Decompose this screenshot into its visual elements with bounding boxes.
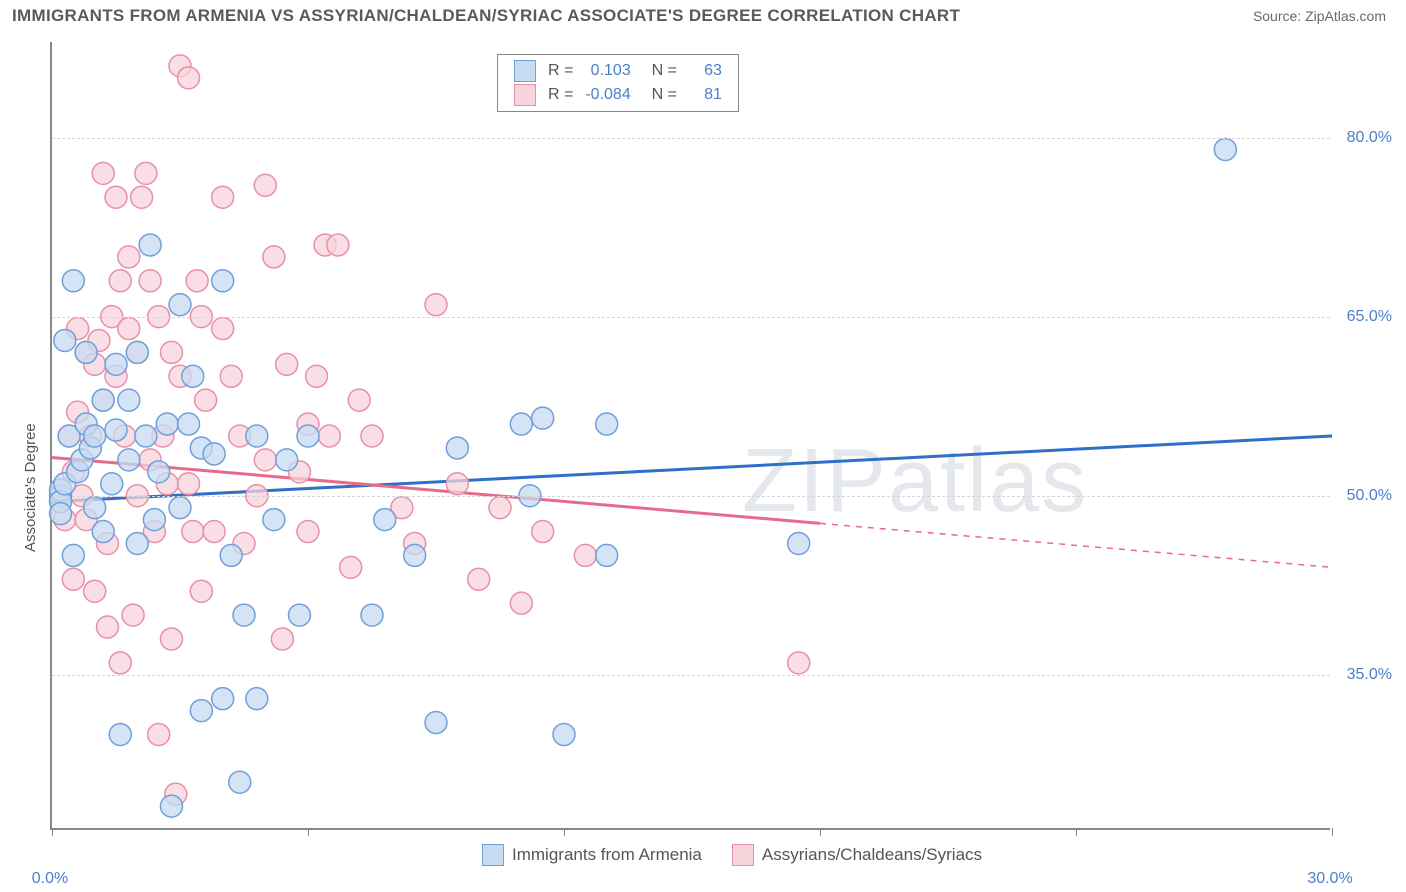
swatch-series-1 <box>482 844 504 866</box>
y-tick-label: 35.0% <box>1347 666 1392 684</box>
n-value-series-2: 81 <box>683 83 728 107</box>
swatch-series-2 <box>514 84 536 106</box>
y-tick-label: 65.0% <box>1347 308 1392 326</box>
chart-title: IMMIGRANTS FROM ARMENIA VS ASSYRIAN/CHAL… <box>12 6 960 26</box>
x-tick-label: 0.0% <box>32 870 68 888</box>
series-legend: Immigrants from Armenia Assyrians/Chalde… <box>482 844 982 866</box>
r-value-series-1: 0.103 <box>579 59 636 83</box>
n-label: N = <box>637 59 683 83</box>
y-axis-label: Associate's Degree <box>22 423 39 552</box>
r-label: R = <box>542 59 579 83</box>
legend-row-series-2: R = -0.084 N = 81 <box>508 83 728 107</box>
r-label: R = <box>542 83 579 107</box>
x-tick-label: 30.0% <box>1307 870 1352 888</box>
y-tick-label: 80.0% <box>1347 129 1392 147</box>
chart-container: Associate's Degree ZIPatlas R = 0.103 N … <box>0 32 1406 882</box>
r-value-series-2: -0.084 <box>579 83 636 107</box>
series-2-name: Assyrians/Chaldeans/Syriacs <box>762 845 982 865</box>
n-label: N = <box>637 83 683 107</box>
source-label: Source: ZipAtlas.com <box>1253 8 1386 24</box>
plot-area: ZIPatlas R = 0.103 N = 63 R = -0.084 N =… <box>50 42 1330 830</box>
swatch-series-2 <box>732 844 754 866</box>
correlation-legend: R = 0.103 N = 63 R = -0.084 N = 81 <box>497 54 739 112</box>
legend-item-series-2: Assyrians/Chaldeans/Syriacs <box>732 844 982 866</box>
y-tick-label: 50.0% <box>1347 487 1392 505</box>
n-value-series-1: 63 <box>683 59 728 83</box>
series-1-name: Immigrants from Armenia <box>512 845 702 865</box>
legend-row-series-1: R = 0.103 N = 63 <box>508 59 728 83</box>
title-bar: IMMIGRANTS FROM ARMENIA VS ASSYRIAN/CHAL… <box>0 0 1406 32</box>
swatch-series-1 <box>514 60 536 82</box>
legend-item-series-1: Immigrants from Armenia <box>482 844 702 866</box>
scatter-points <box>52 42 1332 830</box>
